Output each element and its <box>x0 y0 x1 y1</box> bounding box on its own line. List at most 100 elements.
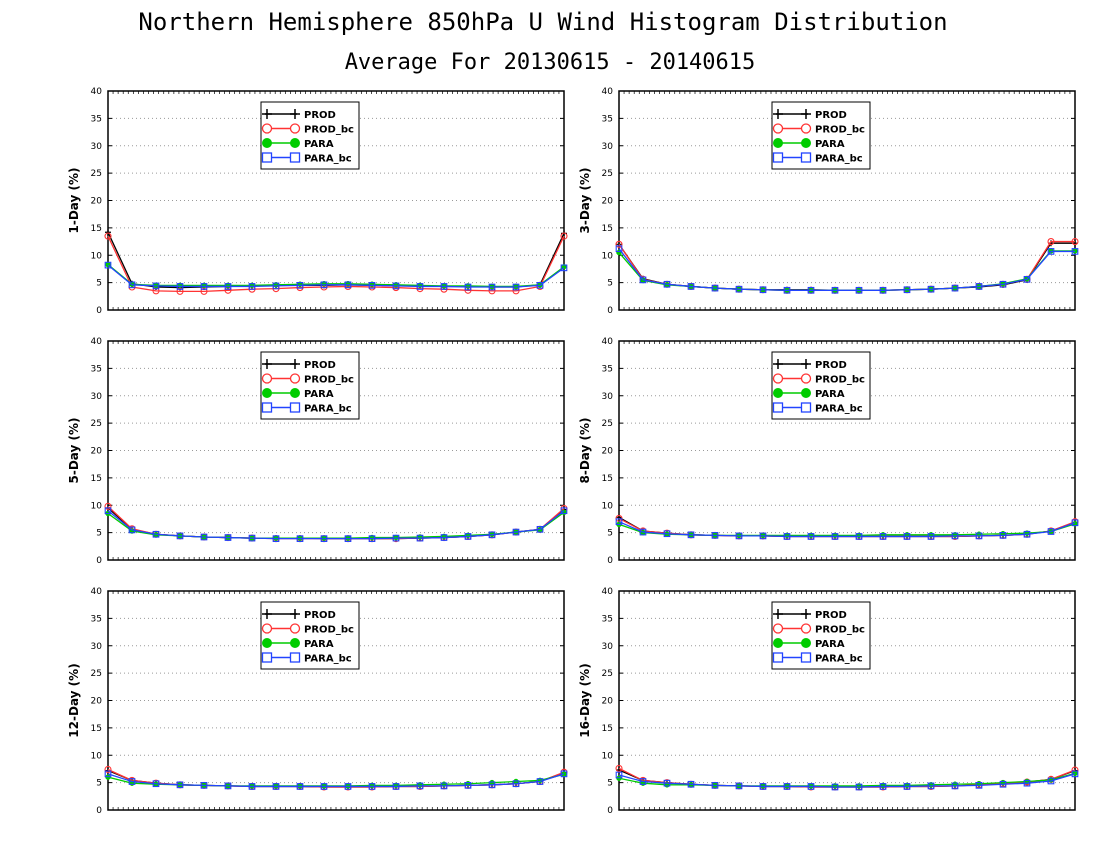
y-tick-label: 25 <box>602 419 613 429</box>
legend-swatch-marker <box>800 652 812 663</box>
legend-swatch-marker <box>290 388 300 398</box>
legend-swatch-marker <box>801 638 811 648</box>
y-tick-label: 5 <box>607 279 613 289</box>
y-tick-label: 10 <box>602 751 614 761</box>
series-line-para-bc <box>618 773 1076 788</box>
data-point <box>416 283 424 290</box>
data-point <box>951 284 959 292</box>
y-tick-label: 15 <box>602 474 613 484</box>
data-point <box>1023 530 1031 538</box>
y-tick-label: 40 <box>91 87 103 97</box>
legend: PROD PROD_bc PARA PARA_bc <box>260 351 360 420</box>
data-point <box>999 532 1007 539</box>
legend-swatch-marker <box>773 359 783 369</box>
legend-swatch-marker <box>261 652 273 663</box>
legend-swatch-marker <box>261 402 273 413</box>
legend-label: PROD_bc <box>815 375 865 386</box>
panel-5: 0 5 10 15 20 25 30 35 40 12-Day (%) PROD PROD_bc PAR… <box>67 587 568 816</box>
data-point <box>927 285 935 293</box>
y-tick-label: 10 <box>602 501 614 511</box>
data-point <box>1047 777 1055 785</box>
data-point <box>224 534 232 541</box>
y-tick-label: 30 <box>91 142 103 152</box>
data-point <box>488 283 496 291</box>
data-point <box>104 261 112 269</box>
data-point <box>639 528 647 536</box>
data-point <box>975 782 983 789</box>
data-point <box>320 535 328 542</box>
y-tick-label: 5 <box>607 529 613 539</box>
legend-swatch-marker <box>801 609 811 619</box>
panel-4: 0 5 10 15 20 25 30 35 40 8-Day (%) PROD PROD_bc PARA… <box>578 337 1079 566</box>
series-line-para <box>107 264 565 288</box>
data-point <box>855 533 863 540</box>
legend-label: PARA <box>815 389 845 400</box>
series-line-para-bc <box>618 521 1076 538</box>
y-tick-label: 25 <box>602 669 613 679</box>
data-point <box>440 283 448 290</box>
y-tick-label: 30 <box>602 142 614 152</box>
legend-label: PROD_bc <box>815 125 865 136</box>
data-point <box>615 764 623 772</box>
figure-title: Northern Hemisphere 850hPa U Wind Histog… <box>138 8 947 36</box>
y-tick-label: 35 <box>91 614 102 624</box>
data-point <box>807 533 815 540</box>
y-tick-label: 20 <box>602 447 614 457</box>
y-tick-label: 40 <box>602 87 614 97</box>
data-point <box>104 502 112 510</box>
legend-label: PARA <box>304 389 334 400</box>
data-point <box>879 783 887 790</box>
data-point <box>272 535 280 542</box>
y-tick-label: 20 <box>602 197 614 207</box>
data-point <box>903 286 911 294</box>
data-point <box>248 534 256 542</box>
data-point <box>879 286 887 294</box>
data-point <box>711 532 719 539</box>
legend-swatch-marker <box>773 388 783 398</box>
data-point <box>152 530 160 538</box>
data-point <box>903 533 911 540</box>
legend: PROD PROD_bc PARA PARA_bc <box>771 351 871 420</box>
legend-label: PROD <box>304 610 336 621</box>
data-point <box>759 286 767 294</box>
panel-3: 0 5 10 15 20 25 30 35 40 5-Day (%) PROD PROD_bc PARA… <box>67 337 568 566</box>
data-point <box>368 783 376 790</box>
legend-swatch-marker <box>289 652 301 663</box>
data-point <box>1047 528 1055 535</box>
data-point <box>951 782 959 790</box>
y-axis-label: 3-Day (%) <box>578 167 592 233</box>
data-point <box>711 284 719 292</box>
legend-swatch-marker <box>800 123 812 134</box>
data-point <box>951 532 959 540</box>
data-point <box>200 782 208 789</box>
data-point <box>248 283 256 290</box>
data-point <box>104 765 112 774</box>
data-point <box>687 531 695 539</box>
data-point <box>560 232 568 240</box>
legend-swatch-marker <box>262 388 272 398</box>
data-point <box>440 534 448 541</box>
data-point <box>1023 779 1031 787</box>
data-point <box>560 770 568 778</box>
panel-1: 0 5 10 15 20 25 30 35 40 1-Day (%) PROD PROD_bc PARA… <box>67 87 568 316</box>
legend-swatch-marker <box>289 123 301 134</box>
data-point <box>152 282 160 290</box>
legend-swatch-marker <box>773 638 783 648</box>
data-point <box>975 283 983 290</box>
legend-label: PARA_bc <box>304 404 352 415</box>
data-point <box>128 778 136 785</box>
data-point <box>200 533 208 541</box>
data-point <box>560 507 568 515</box>
y-tick-label: 25 <box>91 169 102 179</box>
legend-label: PARA_bc <box>815 404 863 415</box>
legend-swatch-marker <box>262 638 272 648</box>
panel-2: 0 5 10 15 20 25 30 35 40 3-Day (%) PROD PROD_bc PARA… <box>578 87 1079 316</box>
legend-swatch-marker <box>772 623 784 634</box>
data-point <box>663 779 671 787</box>
data-point <box>128 526 136 534</box>
legend-swatch-marker <box>289 402 301 413</box>
data-point <box>807 286 815 294</box>
data-point <box>104 770 112 778</box>
data-point <box>783 286 791 294</box>
data-point <box>711 782 719 789</box>
